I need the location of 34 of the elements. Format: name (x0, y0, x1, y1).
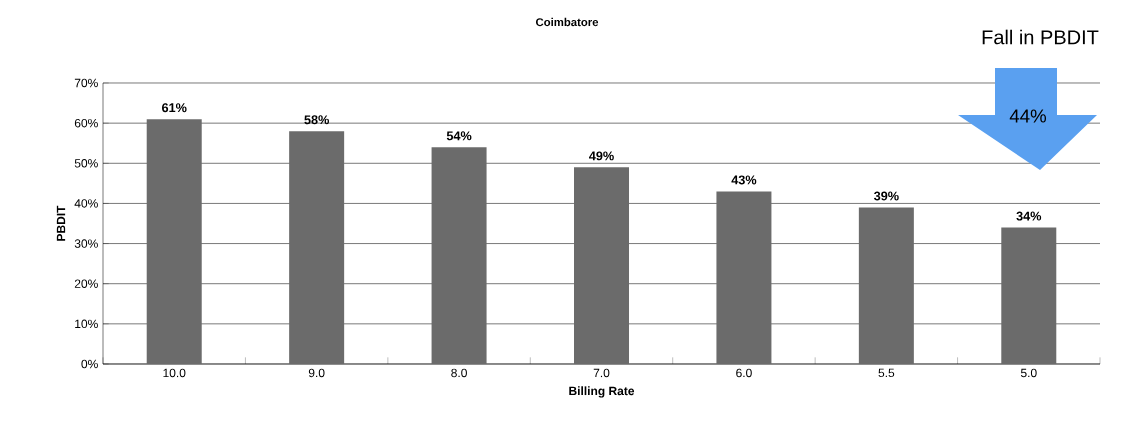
x-tick-label: 6.0 (736, 368, 752, 378)
bar (289, 131, 345, 364)
bar (146, 119, 202, 364)
y-tick-label: 60% (74, 118, 98, 128)
data-label: 34% (1016, 211, 1042, 221)
data-label: 49% (589, 151, 614, 161)
data-label: 43% (731, 175, 757, 185)
bar (431, 147, 487, 364)
y-tick-label: 40% (74, 199, 98, 208)
bar (716, 191, 772, 364)
chart-title: Coimbatore (535, 17, 599, 27)
x-tick-label: 8.0 (451, 368, 467, 378)
annotation: 44% (1009, 109, 1047, 123)
x-tick-label: 7.0 (593, 368, 610, 378)
text: Fall in PBDIT (982, 29, 1099, 45)
y-tick-label: 0% (81, 359, 98, 369)
x-tick-label: 5.0 (1020, 368, 1037, 378)
bar (574, 167, 630, 364)
y-tick-label: 70% (74, 78, 98, 88)
data-label: 61% (162, 103, 187, 113)
y-axis-title: PBDIT (56, 205, 66, 241)
data-label: 58% (304, 115, 329, 125)
x-tick-label: 5.5 (878, 368, 895, 378)
bar (858, 207, 914, 364)
x-tick-label: 9.0 (308, 368, 325, 378)
data-label: 39% (873, 191, 899, 201)
data-label: 54% (446, 131, 472, 141)
x-tick-label: 10.0 (163, 368, 186, 378)
x-axis-title: Billing Rate (569, 386, 635, 398)
y-tick-label: 50% (74, 159, 98, 168)
bar (1001, 227, 1057, 364)
y-tick-label: 10% (75, 319, 98, 329)
y-tick-label: 30% (74, 239, 98, 248)
y-tick-label: 20% (74, 279, 98, 288)
